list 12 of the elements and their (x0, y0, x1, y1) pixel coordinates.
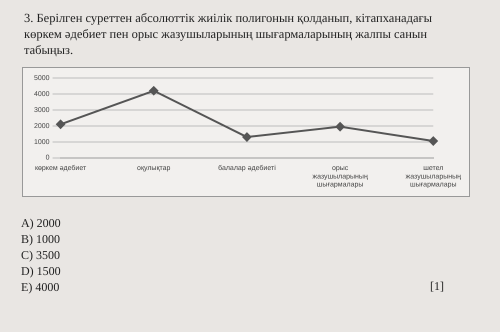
text: C) 3500 (21, 247, 61, 263)
text: [1] (430, 279, 444, 294)
point (56, 120, 66, 129)
text: B) 1000 (21, 231, 61, 247)
point (428, 136, 438, 146)
text: E) 4000 (21, 279, 60, 295)
point (242, 132, 252, 142)
point (336, 122, 345, 132)
chart-title: 3. Берілген суреттен абсолюттік жиілік полигонын қолданып, кітапханадағы көркем әдебиет пен орыс жазушыларының шығармаларының жалпы санын табыңыз. (24, 10, 434, 58)
text: D) 1500 (21, 263, 61, 279)
point (149, 86, 158, 96)
text: A) 2000 (21, 215, 61, 231)
